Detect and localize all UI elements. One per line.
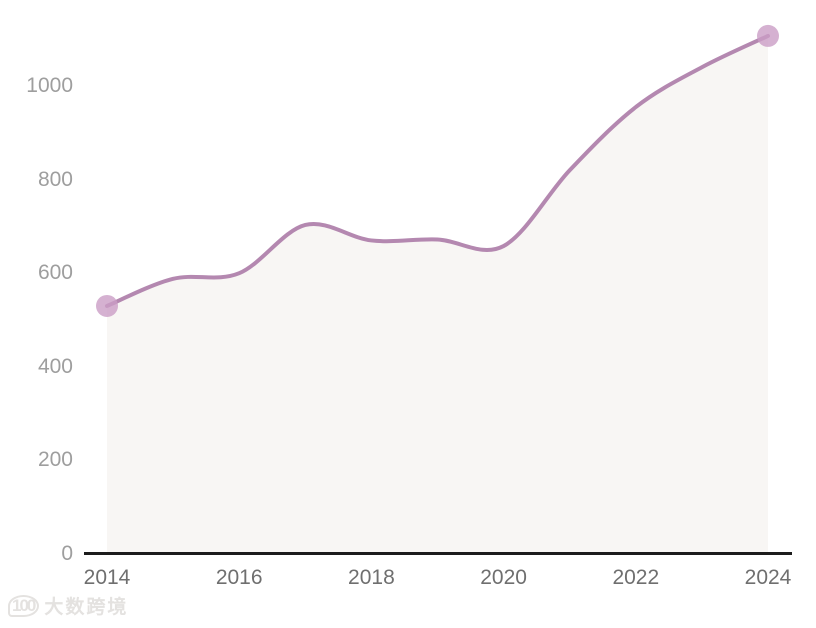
x-axis-tick-label: 2024	[744, 566, 792, 589]
data-point-marker	[757, 24, 779, 47]
x-axis-tick-label: 2022	[612, 566, 660, 589]
watermark: 100 大数跨境	[8, 592, 128, 619]
y-axis-tick-label: 800	[37, 167, 73, 191]
x-axis-tick-label: 2016	[215, 566, 263, 589]
trend-line	[105, 33, 770, 308]
y-axis-tick-label: 1000	[26, 74, 73, 97]
y-axis-tick-label: 0	[61, 542, 73, 565]
watermark-text: 大数跨境	[44, 597, 129, 618]
watermark-logo-icon: 100	[8, 594, 40, 617]
y-axis-tick-label: 400	[37, 354, 73, 378]
x-axis-tick-label: 2014	[83, 566, 131, 589]
x-axis-tick-label: 2020	[480, 566, 527, 589]
data-point-marker	[96, 294, 118, 317]
y-axis-tick-label: 200	[37, 448, 73, 472]
area-fill-shape	[107, 35, 768, 554]
y-axis-tick-label: 600	[37, 261, 73, 285]
x-axis-tick-label: 2018	[348, 566, 395, 589]
data-point-markers	[96, 24, 779, 317]
